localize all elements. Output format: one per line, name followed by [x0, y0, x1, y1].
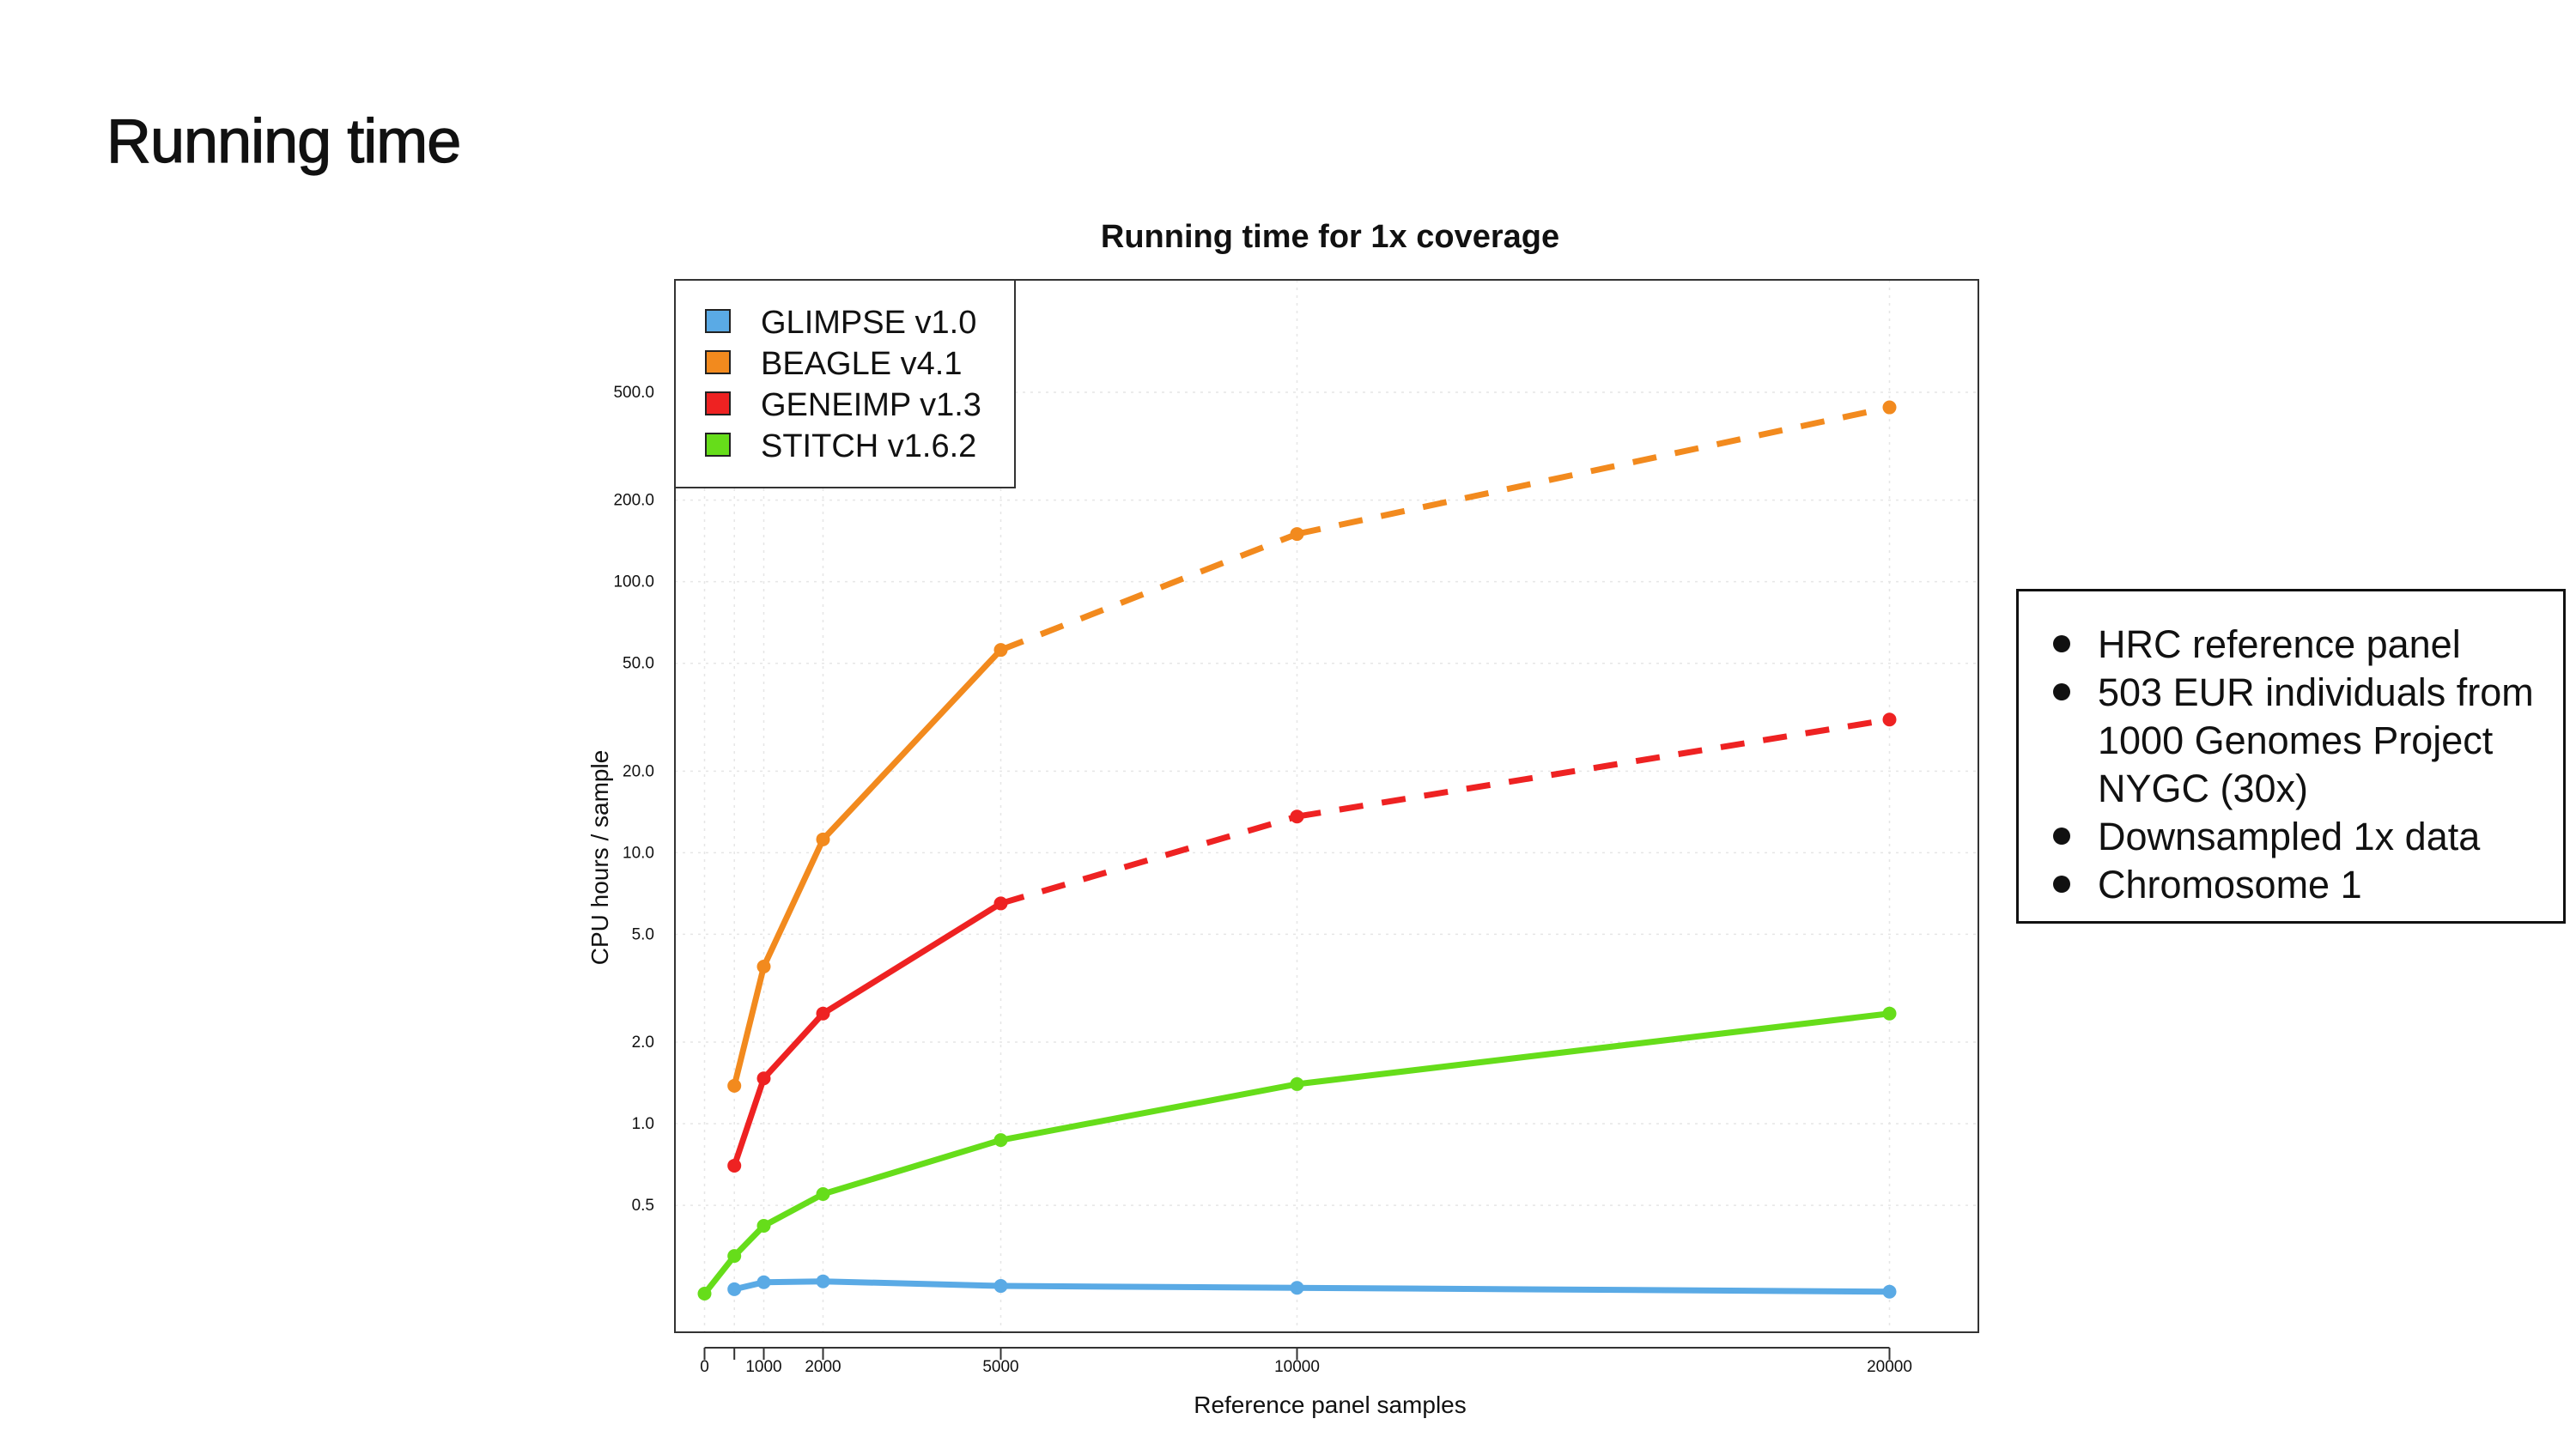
legend-label: STITCH v1.6.2 — [761, 428, 976, 464]
series-geneimp-v1-3 — [727, 712, 1897, 1173]
x-tick-label: 0 — [700, 1358, 709, 1376]
data-point — [993, 1279, 1008, 1294]
data-point — [816, 832, 830, 846]
series-line-segment — [820, 1137, 1004, 1197]
y-tick-label: 0.5 — [632, 1197, 654, 1215]
data-point — [756, 960, 771, 974]
plot-frame — [674, 279, 1979, 1333]
series-line-segment — [702, 1252, 738, 1297]
data-point — [756, 1071, 771, 1086]
y-axis-label: CPU hours / sample — [586, 750, 613, 966]
y-tick-label: 10.0 — [623, 844, 654, 862]
series-line-segment — [731, 1222, 767, 1259]
series-line-segment — [998, 1081, 1300, 1143]
legend-swatch — [705, 433, 731, 457]
data-point — [1882, 1284, 1897, 1299]
series-line-segment — [998, 1282, 1300, 1291]
legend-box — [674, 279, 1016, 488]
series-line-segment — [761, 1191, 826, 1229]
data-point — [816, 1274, 830, 1288]
series-glimpse-v1-0 — [727, 1274, 1897, 1299]
slide-title: Running time — [106, 106, 461, 176]
y-tick-label: 100.0 — [613, 573, 654, 591]
x-tick-label: 20000 — [1867, 1358, 1912, 1376]
info-box: HRC reference panel 503 EUR individuals … — [2016, 589, 2566, 924]
series-line-segment — [820, 900, 1004, 1017]
grid — [675, 280, 1978, 1332]
data-point — [727, 1158, 742, 1173]
info-item-individuals: 503 EUR individuals from 1000 Genomes Pr… — [2053, 669, 2563, 813]
data-point — [1882, 400, 1897, 415]
data-point — [993, 643, 1008, 658]
info-item-text: 503 EUR individuals from 1000 Genomes Pr… — [2098, 670, 2534, 810]
data-point — [1290, 527, 1304, 542]
bullet-icon — [2053, 828, 2070, 845]
info-item-chromosome: Chromosome 1 — [2053, 861, 2563, 909]
series-line-segment — [731, 963, 767, 1089]
data-point — [1290, 1076, 1304, 1091]
y-tick-label: 500.0 — [613, 384, 654, 402]
bullet-icon — [2053, 683, 2070, 700]
info-item-downsampled: Downsampled 1x data — [2053, 813, 2563, 861]
series-line-segment — [1294, 1284, 1893, 1295]
bullet-icon — [2053, 635, 2070, 652]
info-item-text: HRC reference panel — [2098, 622, 2461, 666]
series-line-segment-dashed — [1296, 404, 1891, 537]
y-tick-label: 50.0 — [623, 655, 654, 673]
data-point — [1290, 809, 1304, 824]
legend-label: GENEIMP v1.3 — [761, 387, 981, 423]
legend: GLIMPSE v1.0 BEAGLE v4.1 GENEIMP v1.3 STITC… — [674, 279, 1016, 488]
data-point — [1290, 1281, 1304, 1295]
x-tick-label: 10000 — [1274, 1358, 1320, 1376]
info-item-text: Downsampled 1x data — [2098, 815, 2481, 858]
y-tick-label: 2.0 — [632, 1034, 654, 1052]
x-tick-label: 1000 — [745, 1358, 781, 1376]
info-item-text: Chromosome 1 — [2098, 863, 2362, 906]
series-line-segment — [731, 1075, 767, 1169]
series-line-segment — [820, 646, 1004, 843]
data-point — [727, 1249, 742, 1264]
series-line-segment-dashed — [999, 530, 1298, 653]
series-line-segment — [820, 1278, 1004, 1289]
data-point — [697, 1287, 712, 1301]
y-tick-label: 20.0 — [623, 762, 654, 780]
y-tick-label: 1.0 — [632, 1115, 654, 1133]
data-point — [816, 1006, 830, 1021]
legend-label: GLIMPSE v1.0 — [761, 305, 976, 341]
info-item-panel: HRC reference panel — [2053, 621, 2563, 669]
legend-swatch — [705, 391, 731, 415]
legend-label: BEAGLE v4.1 — [761, 346, 962, 382]
legend-swatch — [705, 350, 731, 374]
series-line-segment — [1294, 1010, 1893, 1088]
data-point — [756, 1218, 771, 1233]
data-point — [993, 896, 1008, 911]
bullet-icon — [2053, 876, 2070, 893]
series-line-segment — [761, 1010, 826, 1082]
data-point — [727, 1282, 742, 1296]
legend-swatch — [705, 309, 731, 333]
series-line-segment-dashed — [1296, 716, 1891, 820]
data-point — [993, 1133, 1008, 1148]
x-tick-label: 2000 — [805, 1358, 841, 1376]
x-tick-label: 5000 — [982, 1358, 1018, 1376]
info-list: HRC reference panel 503 EUR individuals … — [2019, 591, 2563, 909]
series-beagle-v4-1 — [727, 400, 1897, 1093]
y-tick-label: 5.0 — [632, 925, 654, 943]
series-line-segment-dashed — [999, 813, 1298, 906]
x-axis-label: Reference panel samples — [1194, 1391, 1467, 1418]
chart-title: Running time for 1x coverage — [1101, 219, 1559, 255]
series-line-segment — [761, 836, 826, 970]
data-point — [816, 1187, 830, 1202]
data-point — [727, 1078, 742, 1093]
data-point — [1882, 1006, 1897, 1021]
data-point — [756, 1275, 771, 1289]
y-tick-label: 200.0 — [613, 492, 654, 510]
series-stitch-v1-6-2 — [697, 1006, 1897, 1301]
data-point — [1882, 712, 1897, 727]
